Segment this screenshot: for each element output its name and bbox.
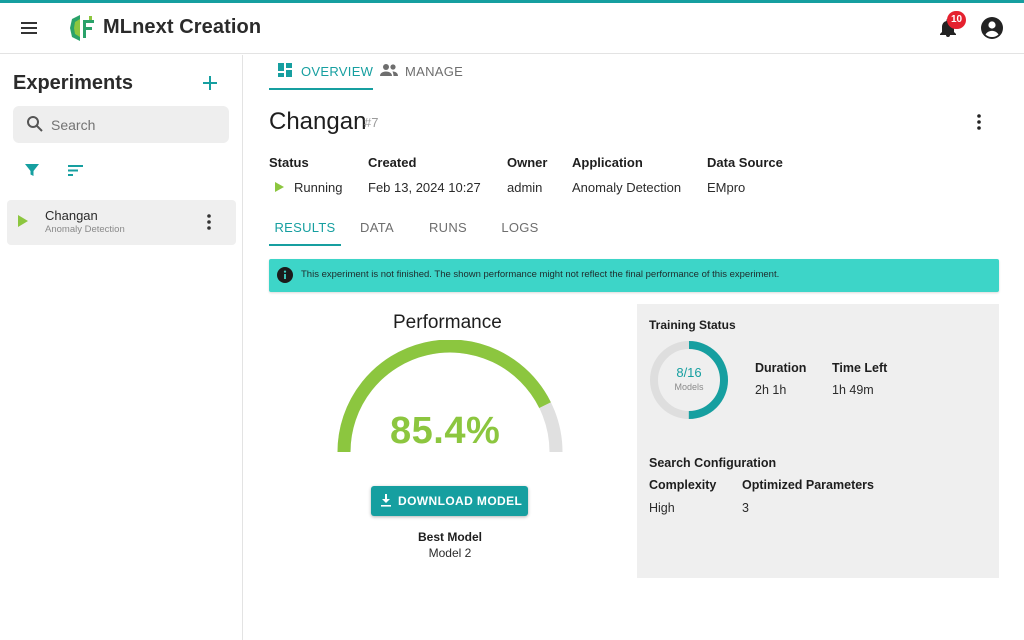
app-bar: MLnext Creation 10 <box>0 3 1024 54</box>
experiments-sidebar: Experiments Changan Anomaly Detection <box>0 55 243 640</box>
owner-value: admin <box>507 180 543 195</box>
duration-label: Duration <box>755 361 807 375</box>
time-left-stat: Time Left 1h 49m <box>832 361 887 397</box>
created-value: Feb 13, 2024 10:27 <box>368 180 481 195</box>
models-progress-ring <box>650 341 728 419</box>
optimized-parameters-field: Optimized Parameters 3 <box>742 478 874 515</box>
sort-icon[interactable] <box>66 161 86 179</box>
models-progress-label: Models <box>674 382 704 392</box>
complexity-value: High <box>649 501 675 515</box>
tab-logs[interactable]: LOGS <box>501 220 539 235</box>
application-label: Application <box>572 155 643 170</box>
created-field: Created Feb 13, 2024 10:27 <box>368 155 481 195</box>
notification-count-badge: 10 <box>947 11 966 29</box>
best-model-label: Best Model <box>417 530 482 544</box>
info-icon <box>277 267 293 283</box>
mlnext-logo-icon <box>70 15 94 41</box>
owner-label: Owner <box>507 155 548 170</box>
models-progress-fill <box>650 341 728 419</box>
gauge-fill <box>337 340 551 453</box>
sidebar-title: Experiments <box>13 72 134 94</box>
application-value: Anomaly Detection <box>572 180 682 195</box>
optimized-parameters-value: 3 <box>742 501 749 515</box>
experiment-id: #7 <box>364 115 379 130</box>
tab-overview-label: OVERVIEW <box>301 64 374 79</box>
training-status-panel: Training Status 8/16 Models Duration 2h … <box>637 304 999 578</box>
experiment-more-icon[interactable] <box>974 113 984 131</box>
complexity-field: Complexity High <box>649 478 716 515</box>
search-input[interactable] <box>51 106 221 143</box>
duration-value: 2h 1h <box>755 383 787 397</box>
experiment-item-subtitle: Anomaly Detection <box>45 224 125 235</box>
application-field: Application Anomaly Detection <box>572 155 681 195</box>
status-field: Status Running <box>269 155 342 195</box>
filter-icon[interactable] <box>23 161 41 179</box>
search-icon <box>27 116 43 132</box>
duration-stat: Duration 2h 1h <box>755 361 806 397</box>
unfinished-alert: This experiment is not finished. The sho… <box>269 259 999 292</box>
experiment-item-name: Changan <box>45 208 98 223</box>
search-configuration-title: Search Configuration <box>649 456 777 470</box>
performance-value: 85.4% <box>390 410 501 452</box>
time-left-value: 1h 49m <box>832 383 874 397</box>
tab-data[interactable]: DATA <box>360 220 394 235</box>
running-status-icon <box>18 215 28 227</box>
dashboard-icon <box>278 63 292 77</box>
add-experiment-icon[interactable] <box>201 74 219 92</box>
download-model-label: DOWNLOAD MODEL <box>398 494 523 508</box>
optimized-parameters-label: Optimized Parameters <box>742 478 874 492</box>
experiment-list-item[interactable]: Changan Anomaly Detection <box>7 200 236 245</box>
tab-overview[interactable]: OVERVIEW <box>269 55 373 90</box>
datasource-label: Data Source <box>707 155 783 170</box>
tab-manage[interactable]: MANAGE <box>379 55 469 90</box>
created-label: Created <box>368 155 417 170</box>
datasource-field: Data Source EMpro <box>707 155 783 195</box>
best-model-value: Model 2 <box>428 546 472 560</box>
running-status-icon <box>275 182 284 192</box>
status-value: Running <box>294 180 343 195</box>
people-icon <box>380 64 398 76</box>
tab-manage-label: MANAGE <box>405 64 464 79</box>
owner-field: Owner admin <box>507 155 547 195</box>
experiment-title: Changan <box>269 108 367 135</box>
datasource-value: EMpro <box>707 180 746 195</box>
download-icon <box>381 494 391 507</box>
menu-icon[interactable] <box>18 17 40 39</box>
top-accent-line <box>0 0 1024 3</box>
models-progress-text: 8/16 <box>676 365 702 380</box>
training-status-title: Training Status <box>649 318 736 332</box>
time-left-label: Time Left <box>832 361 888 375</box>
search-box <box>13 106 229 143</box>
account-circle-icon[interactable] <box>980 16 1004 40</box>
complexity-label: Complexity <box>649 478 717 492</box>
download-model-button[interactable]: DOWNLOAD MODEL <box>371 486 528 516</box>
tab-results[interactable]: RESULTS <box>269 212 341 246</box>
status-label: Status <box>269 155 309 170</box>
alert-text: This experiment is not finished. The sho… <box>301 269 780 280</box>
status-value-row: Running <box>269 180 342 195</box>
performance-gauge <box>337 340 563 453</box>
tab-runs[interactable]: RUNS <box>428 220 468 235</box>
performance-title: Performance <box>393 312 502 333</box>
app-title: MLnext Creation <box>103 16 262 38</box>
more-vert-icon[interactable] <box>205 213 213 231</box>
